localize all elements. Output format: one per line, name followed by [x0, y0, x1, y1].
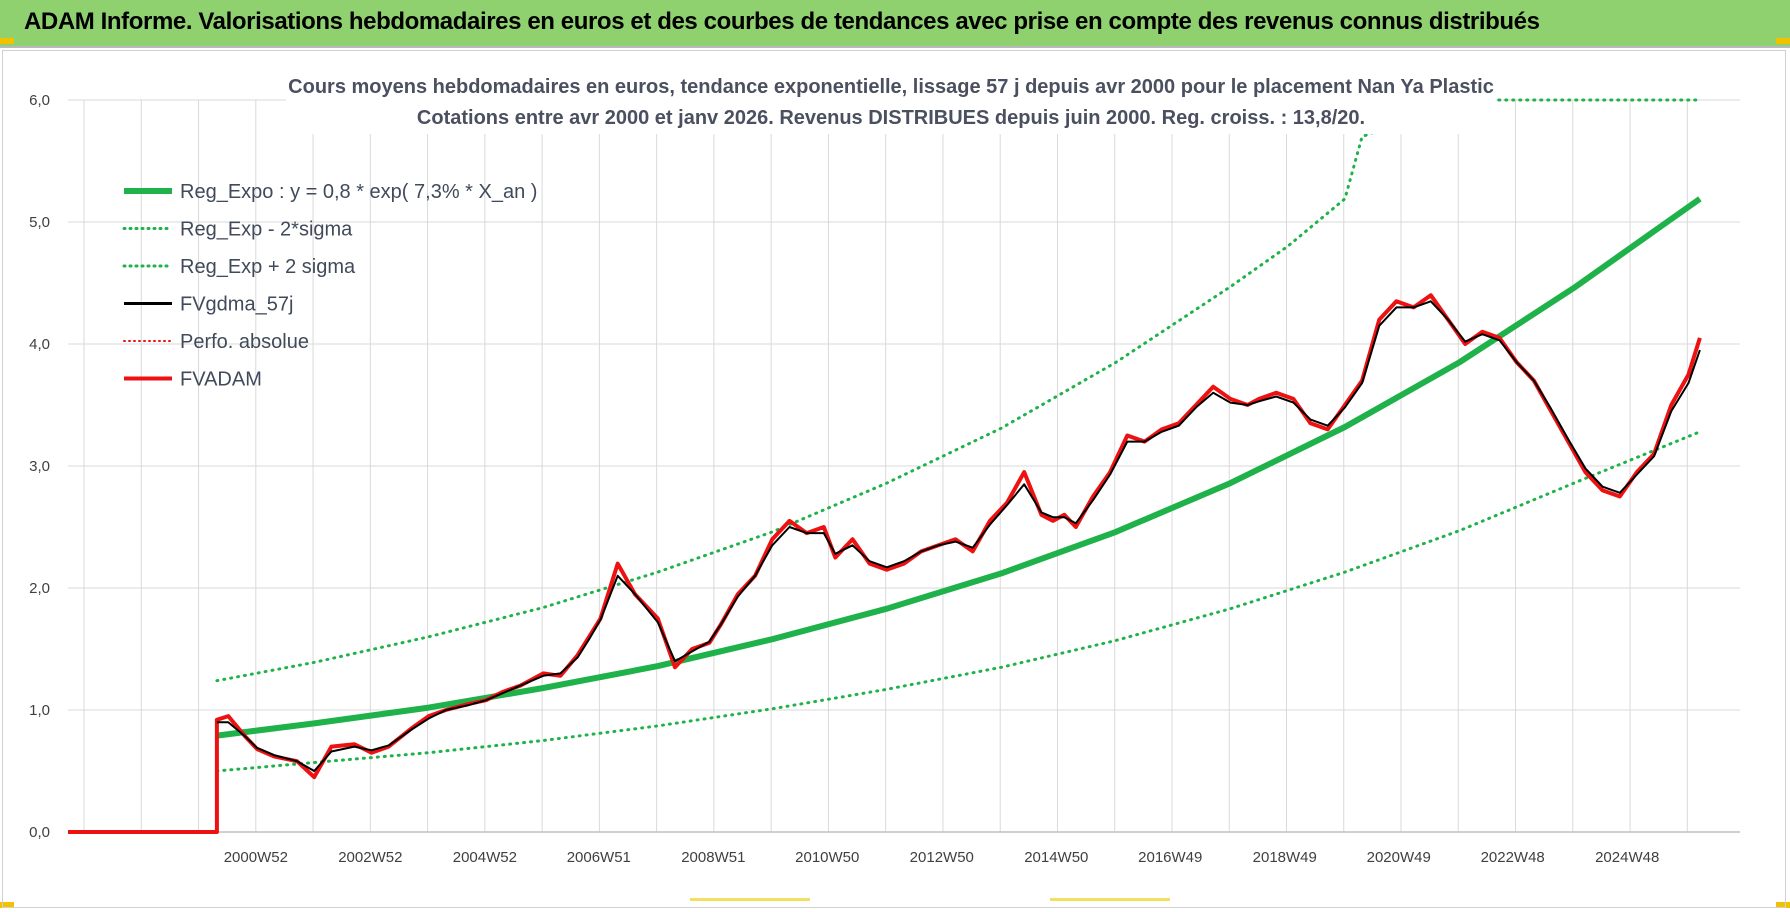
x-tick-label: 2016W49 — [1138, 849, 1202, 866]
smoothed-line — [216, 300, 1701, 772]
corner-marker — [1776, 38, 1790, 44]
x-tick-label: 2000W52 — [224, 849, 288, 866]
y-tick-label: 0,0 — [29, 824, 50, 841]
x-tick-label: 2014W50 — [1024, 849, 1088, 866]
legend-label: FVADAM — [180, 369, 262, 391]
y-axis: 0,0 1,0 2,0 3,0 4,0 5,0 6,0 — [29, 92, 50, 841]
y-tick-label: 4,0 — [29, 336, 50, 353]
legend: Reg_Expo : y = 0,8 * exp( 7,3% * X_an ) R… — [122, 181, 537, 391]
x-tick-label: 2008W51 — [681, 849, 745, 866]
x-tick-label: 2024W48 — [1595, 849, 1659, 866]
y-tick-label: 6,0 — [29, 92, 50, 109]
corner-marker — [1776, 902, 1790, 908]
lower-band-line — [215, 430, 1702, 773]
y-tick-label: 5,0 — [29, 214, 50, 231]
y-tick-label: 2,0 — [29, 580, 50, 597]
chart-title: Cours moyens hebdomadaires en euros, ten… — [288, 76, 1494, 98]
x-tick-label: 2022W48 — [1481, 849, 1545, 866]
x-tick-label: 2006W51 — [567, 849, 631, 866]
header-banner: ADAM Informe. Valorisations hebdomadaire… — [0, 0, 1790, 48]
x-tick-label: 2012W50 — [910, 849, 974, 866]
regression-line — [216, 196, 1702, 739]
selection-mark — [690, 898, 810, 901]
legend-label: Reg_Exp - 2*sigma — [180, 219, 353, 241]
x-tick-label: 2002W52 — [338, 849, 402, 866]
x-axis: 2000W52 2002W52 2004W52 2006W51 2008W51 2010W… — [224, 849, 1660, 866]
title-background — [286, 70, 1496, 134]
legend-label: Reg_Exp + 2 sigma — [180, 256, 356, 278]
selection-mark — [1050, 898, 1170, 901]
legend-label: Reg_Expo : y = 0,8 * exp( 7,3% * X_an ) — [180, 181, 537, 203]
chart-subtitle: Cotations entre avr 2000 et janv 2026. R… — [417, 107, 1365, 129]
y-tick-label: 1,0 — [29, 702, 50, 719]
x-tick-label: 2004W52 — [453, 849, 517, 866]
grid — [68, 99, 1740, 833]
corner-marker — [0, 902, 14, 908]
legend-label: Perfo. absolue — [180, 331, 309, 353]
legend-label: FVgdma_57j — [180, 294, 293, 316]
y-tick-label: 3,0 — [29, 458, 50, 475]
chart-frame — [2, 50, 1786, 908]
x-tick-label: 2018W49 — [1253, 849, 1317, 866]
x-tick-label: 2020W49 — [1367, 849, 1431, 866]
corner-marker — [0, 38, 14, 44]
x-tick-label: 2010W50 — [795, 849, 859, 866]
banner-title: ADAM Informe. Valorisations hebdomadaire… — [24, 8, 1540, 35]
